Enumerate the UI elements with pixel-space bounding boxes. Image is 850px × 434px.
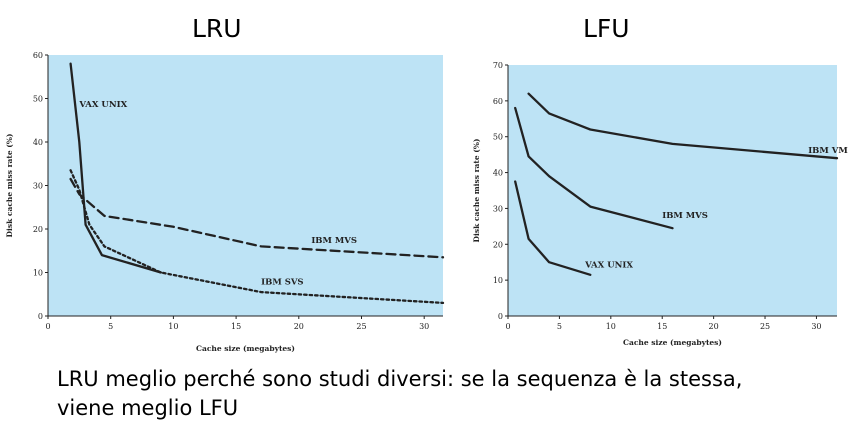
- lru-plot-area: [48, 55, 443, 316]
- lfu-y-axis-label: Disk cache miss rate (%): [472, 139, 481, 243]
- lfu-series-label: IBM VM: [808, 146, 848, 156]
- caption-line-1: LRU meglio perché sono studi diversi: se…: [57, 367, 743, 391]
- lfu-x-tick-label: 10: [606, 322, 616, 331]
- lfu-y-tick-label: 10: [493, 276, 503, 285]
- lfu-series-label: VAX UNIX: [584, 261, 633, 271]
- lfu-y-tick-label: 60: [493, 97, 503, 106]
- lfu-x-tick-label: 25: [760, 322, 770, 331]
- lru-y-tick-label: 50: [33, 95, 43, 104]
- lfu-y-tick-label: 20: [493, 240, 503, 249]
- lru-x-tick-label: 5: [108, 322, 113, 331]
- lru-x-tick-label: 20: [294, 322, 304, 331]
- lfu-x-tick-label: 30: [811, 322, 821, 331]
- lru-x-tick-label: 0: [45, 322, 50, 331]
- lfu-series-line-vax-unix: [514, 180, 592, 276]
- lfu-x-tick-label: 15: [657, 322, 667, 331]
- lfu-y-tick-label: 70: [493, 61, 503, 70]
- lfu-series-label: IBM MVS: [662, 211, 708, 221]
- lru-series-label: IBM MVS: [311, 236, 357, 246]
- lru-x-tick-label: 15: [231, 322, 241, 331]
- lru-series-label: IBM SVS: [261, 278, 303, 288]
- lru-x-tick-label: 30: [419, 322, 429, 331]
- caption: LRU meglio perché sono studi diversi: se…: [57, 365, 837, 423]
- lfu-y-tick-label: 50: [493, 133, 503, 142]
- lfu-x-axis-label: Cache size (megabytes): [623, 338, 722, 347]
- lru-series-line-ibm-mvs: [69, 177, 445, 259]
- lru-series-line-vax-unix: [69, 62, 163, 274]
- lru-y-tick-label: 40: [33, 138, 43, 147]
- lru-y-tick-label: 0: [38, 312, 43, 321]
- lfu-y-tick-label: 30: [493, 204, 503, 213]
- lru-series-line-ibm-svs: [69, 169, 445, 305]
- lru-x-axis-label: Cache size (megabytes): [196, 344, 295, 353]
- lru-y-tick-label: 60: [33, 51, 43, 60]
- lfu-y-tick-label: 40: [493, 169, 503, 178]
- caption-line-2: viene meglio LFU: [57, 396, 239, 420]
- lru-y-tick-label: 10: [33, 269, 43, 278]
- lru-series-label: VAX UNIX: [78, 100, 127, 110]
- lru-x-tick-label: 10: [168, 322, 178, 331]
- lfu-y-tick-label: 0: [498, 312, 503, 321]
- lfu-series-line-ibm-mvs: [514, 106, 674, 230]
- lfu-series-line-ibm-vm: [527, 92, 839, 160]
- lru-chart: 0 10 20 30 40 50 60 0 5 10 15 20 25 30 Cache size (meg…: [5, 51, 445, 353]
- lfu-x-tick-label: 0: [505, 322, 510, 331]
- lfu-chart-title: LFU: [583, 14, 630, 43]
- lru-y-tick-label: 30: [33, 182, 43, 191]
- lru-chart-title: LRU: [192, 14, 242, 43]
- lru-y-axis-label: Disk cache miss rate (%): [5, 134, 14, 238]
- lfu-x-tick-label: 20: [709, 322, 719, 331]
- lru-x-tick-label: 25: [356, 322, 366, 331]
- lfu-plot-area: [508, 65, 837, 316]
- lru-y-tick-label: 20: [33, 225, 43, 234]
- lfu-x-tick-label: 5: [557, 322, 562, 331]
